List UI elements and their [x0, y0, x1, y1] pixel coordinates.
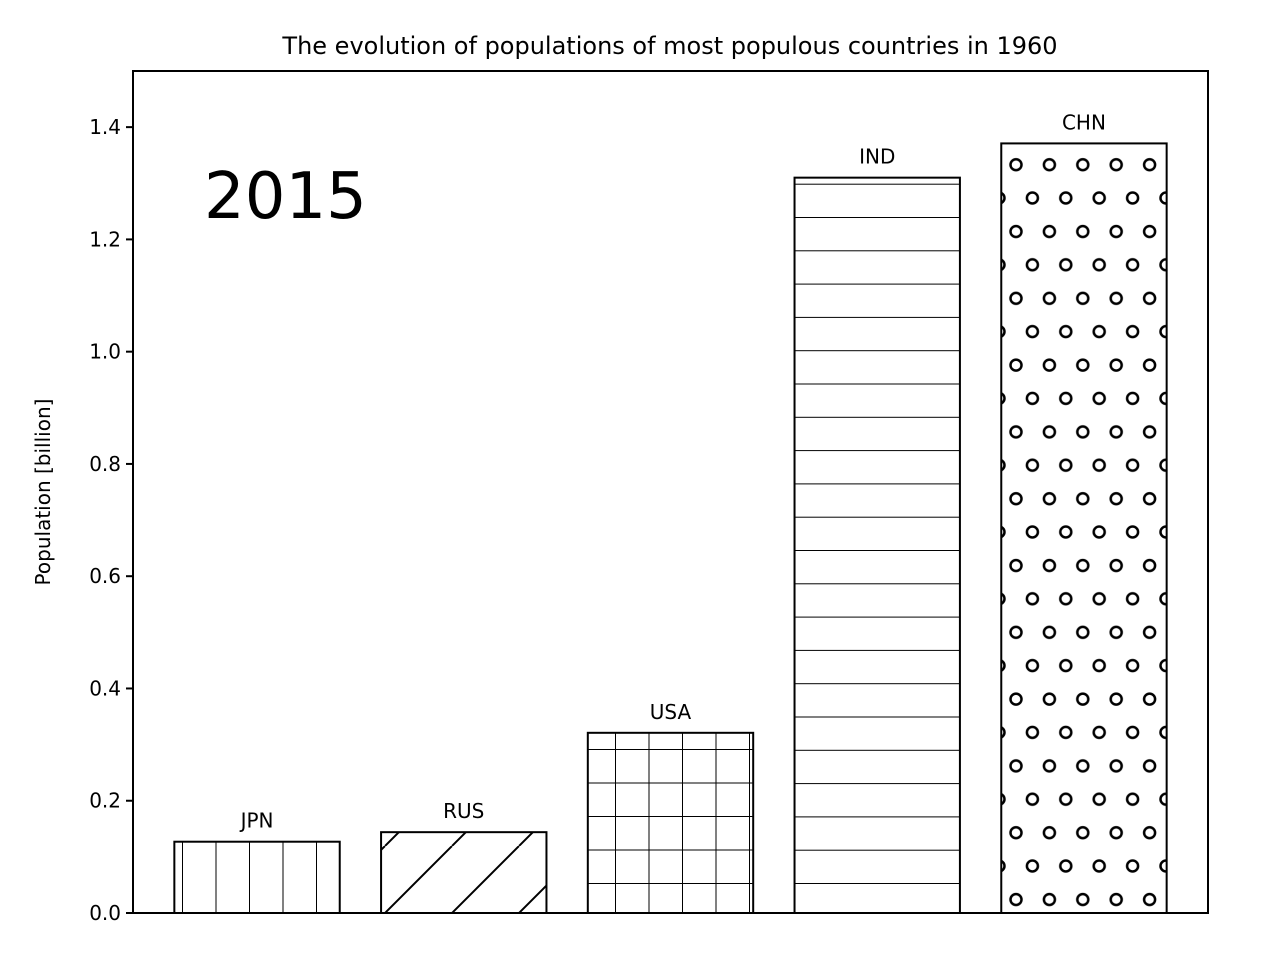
- bar-rus: [380, 831, 548, 915]
- bar-label-usa: USA: [650, 700, 692, 724]
- bar-label-ind: IND: [859, 145, 895, 169]
- bars-group: [173, 142, 1168, 915]
- bar-label-chn: CHN: [1062, 110, 1106, 134]
- year-label: 2015: [204, 160, 367, 234]
- y-tick-label: 1.4: [89, 115, 121, 139]
- y-axis-ticks: 0.0 0.2 0.4 0.6 0.8 1.0 1.2 1.4: [89, 115, 133, 925]
- bar-labels-group: JPN RUS USA IND CHN: [239, 110, 1106, 832]
- y-axis-label: Population [billion]: [31, 399, 55, 586]
- bar-label-jpn: JPN: [239, 809, 274, 833]
- bar-jpn: [173, 840, 341, 915]
- bar-label-rus: RUS: [443, 799, 484, 823]
- bar-chn: [1000, 142, 1168, 915]
- bar-usa: [586, 731, 755, 915]
- y-tick-label: 0.6: [89, 564, 121, 588]
- plot-frame: [132, 70, 1209, 914]
- bar-ind: [793, 176, 961, 915]
- y-tick-label: 1.2: [89, 227, 121, 251]
- y-tick-label: 0.2: [89, 789, 121, 813]
- chart-title: The evolution of populations of most pop…: [281, 32, 1057, 60]
- y-tick-label: 0.0: [89, 901, 121, 925]
- y-tick-label: 0.8: [89, 452, 121, 476]
- y-tick-label: 1.0: [89, 340, 121, 364]
- y-tick-label: 0.4: [89, 676, 121, 700]
